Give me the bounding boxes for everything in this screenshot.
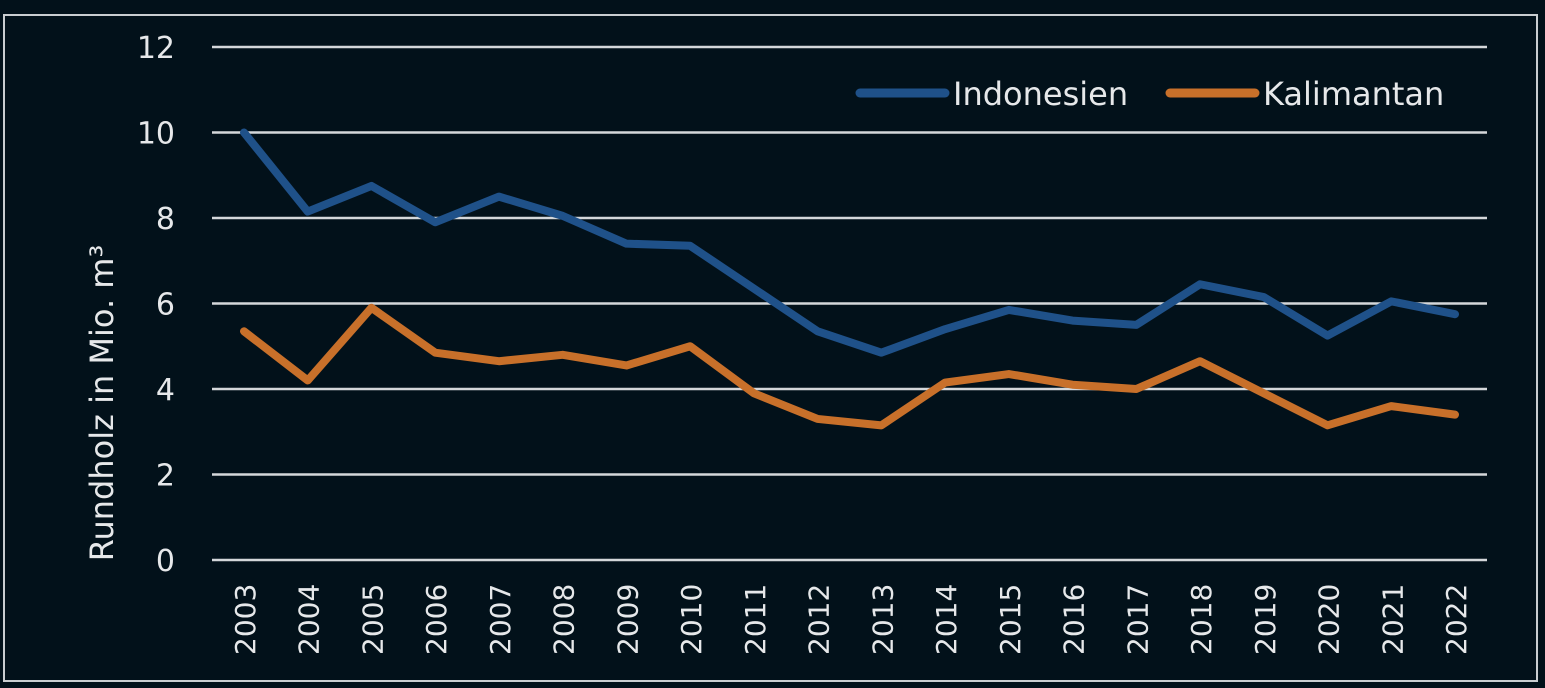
legend-label: Indonesien: [953, 75, 1128, 113]
x-tick-label: 2009: [611, 584, 644, 655]
y-tick-label: 0: [156, 544, 175, 579]
legend: Indonesien Kalimantan: [855, 75, 1444, 113]
x-tick-label: 2012: [803, 584, 836, 655]
y-tick-label: 8: [156, 202, 175, 237]
series-line-kalimantan: [240, 303, 1459, 430]
chart-frame: [3, 14, 1538, 682]
x-tick-label: 2022: [1440, 584, 1473, 655]
x-tick-label: 2015: [994, 584, 1027, 655]
x-tick-label: 2007: [484, 584, 517, 655]
x-tick-label: 2016: [1058, 584, 1091, 655]
x-tick-label: 2021: [1376, 584, 1409, 655]
x-tick-label: 2004: [293, 584, 326, 655]
y-tick-label: 12: [137, 31, 175, 66]
x-tick-label: 2019: [1249, 584, 1282, 655]
x-tick-label: 2008: [548, 584, 581, 655]
x-tick-label: 2011: [739, 584, 772, 655]
x-tick-label: 2014: [930, 584, 963, 655]
x-tick-label: 2010: [675, 584, 708, 655]
series-line-indonesien: [240, 128, 1459, 357]
x-tick-label: 2013: [866, 584, 899, 655]
y-tick-label: 6: [156, 288, 175, 323]
legend-label: Kalimantan: [1263, 75, 1444, 113]
x-tick-label: 2020: [1313, 584, 1346, 655]
y-axis-label: Rundholz in Mio. m³: [83, 245, 121, 562]
x-tick-label: 2017: [1121, 584, 1154, 655]
x-tick-label: 2003: [229, 584, 262, 655]
x-tick-label: 2006: [420, 584, 453, 655]
y-tick-label: 10: [137, 117, 175, 152]
y-tick-label: 2: [156, 459, 175, 494]
x-tick-label: 2005: [356, 584, 389, 655]
x-tick-label: 2018: [1185, 584, 1218, 655]
y-tick-label: 4: [156, 373, 175, 408]
